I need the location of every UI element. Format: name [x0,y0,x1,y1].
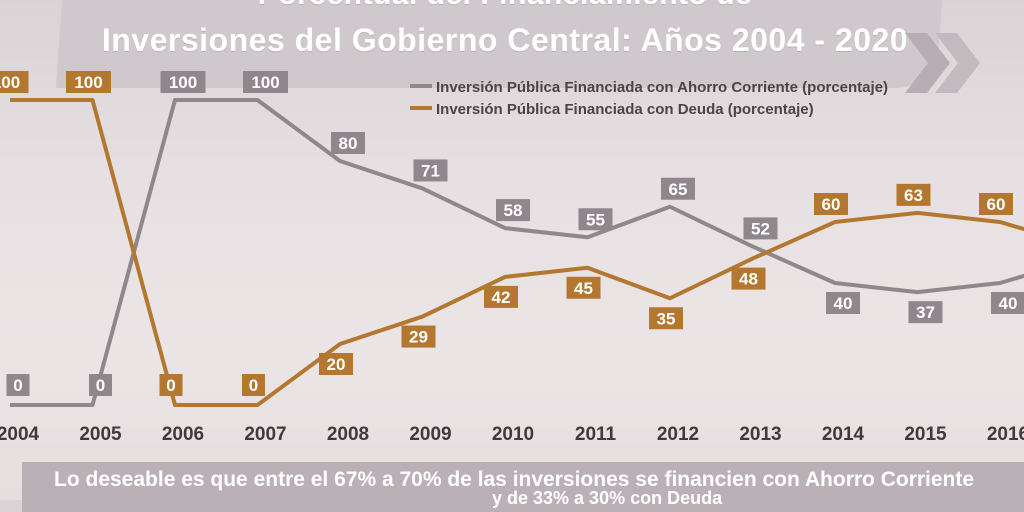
svg-text:48: 48 [739,270,758,289]
svg-text:35: 35 [657,309,676,328]
x-tick-label-2006: 2006 [162,424,204,445]
svg-text:55: 55 [586,210,605,229]
svg-text:65: 65 [669,180,688,199]
data-label-ahorro-2012: 65 [661,177,695,200]
svg-text:45: 45 [574,279,593,298]
data-label-deuda-2007: 0 [242,374,265,396]
svg-text:29: 29 [409,328,428,347]
chart-data-labels: 0010010080715855655240374048452510010000… [0,71,1024,396]
svg-text:60: 60 [822,195,841,214]
data-label-deuda-2004: 100 [0,71,29,93]
data-label-ahorro-2007: 100 [243,71,288,93]
svg-text:52: 52 [751,219,770,238]
data-label-ahorro-2011: 55 [578,208,613,231]
data-label-deuda-2006: 0 [159,374,183,396]
svg-text:100: 100 [251,73,279,92]
svg-text:42: 42 [492,288,511,307]
x-tick-label-2015: 2015 [904,424,947,445]
chart-lines [10,98,1024,407]
footer-note-line-2: y de 33% a 30% con Deuda [492,488,723,508]
svg-text:0: 0 [96,376,105,395]
series-line-ahorro [10,98,1024,407]
line-chart: Inversión Pública Financiada con Ahorro … [0,71,1024,445]
data-label-deuda-2009: 29 [401,325,436,348]
x-tick-label-2011: 2011 [575,424,617,445]
data-label-ahorro-2013: 52 [743,217,778,240]
svg-text:60: 60 [987,195,1006,214]
data-label-deuda-2016: 60 [979,193,1013,215]
x-tick-label-2016: 2016 [987,424,1024,445]
data-label-ahorro-2015: 37 [908,301,943,324]
data-label-ahorro-2010: 58 [496,199,530,222]
data-label-deuda-2005: 100 [66,71,111,93]
data-label-deuda-2012: 35 [649,307,683,330]
data-label-ahorro-2014: 40 [826,292,860,314]
data-label-ahorro-2005: 0 [89,374,112,396]
x-tick-label-2012: 2012 [657,424,699,445]
data-label-deuda-2015: 63 [896,183,931,206]
svg-text:40: 40 [999,294,1018,313]
legend-label-ahorro: Inversión Pública Financiada con Ahorro … [436,79,888,96]
data-label-ahorro-2006: 100 [160,71,206,93]
svg-text:0: 0 [166,376,175,395]
svg-text:80: 80 [339,134,358,153]
data-label-ahorro-2008: 80 [331,132,365,154]
data-label-deuda-2014: 60 [814,193,848,215]
chevron-arrows-icon [905,33,980,93]
data-label-ahorro-2009: 71 [413,159,448,182]
x-tick-label-2009: 2009 [409,424,451,445]
svg-text:0: 0 [13,376,22,395]
x-tick-label-2007: 2007 [244,424,286,445]
svg-text:0: 0 [249,376,258,395]
data-label-deuda-2008: 20 [319,353,353,375]
svg-text:40: 40 [834,294,853,313]
footer-note-line-1: Lo deseable es que entre el 67% a 70% de… [54,468,975,491]
x-tick-label-2014: 2014 [822,424,865,445]
data-label-ahorro-2004: 0 [6,374,30,396]
svg-text:37: 37 [916,303,935,322]
footer-banner: Lo deseable es que entre el 67% a 70% de… [22,462,1024,512]
series-line-deuda [10,98,1024,407]
svg-text:100: 100 [0,73,20,92]
x-tick-label-2004: 2004 [0,424,40,445]
x-tick-label-2005: 2005 [79,424,122,445]
data-label-ahorro-2016: 40 [991,292,1024,314]
data-label-deuda-2013: 48 [731,267,766,290]
x-tick-label-2008: 2008 [327,424,369,445]
svg-text:58: 58 [504,201,523,220]
chart-title-line-1: Porcentual del Financiamiento de [70,0,940,12]
legend-label-deuda: Inversión Pública Financiada con Deuda (… [436,101,814,118]
svg-text:71: 71 [421,161,440,180]
x-axis-tick-labels: 2004 2005 2006 2007 2008 2009 2010 2011 2012 2013… [0,424,1024,445]
chart-legend: Inversión Pública Financiada con Ahorro … [410,79,888,118]
svg-text:100: 100 [74,73,102,92]
svg-text:100: 100 [169,73,197,92]
x-tick-label-2013: 2013 [739,424,781,445]
x-tick-label-2010: 2010 [492,424,534,445]
svg-text:63: 63 [904,186,923,205]
svg-text:20: 20 [327,355,346,374]
data-label-deuda-2011: 45 [566,276,601,299]
chart-title-line-2: Inversiones del Gobierno Central: Años 2… [101,22,909,58]
data-label-deuda-2010: 42 [484,285,518,308]
